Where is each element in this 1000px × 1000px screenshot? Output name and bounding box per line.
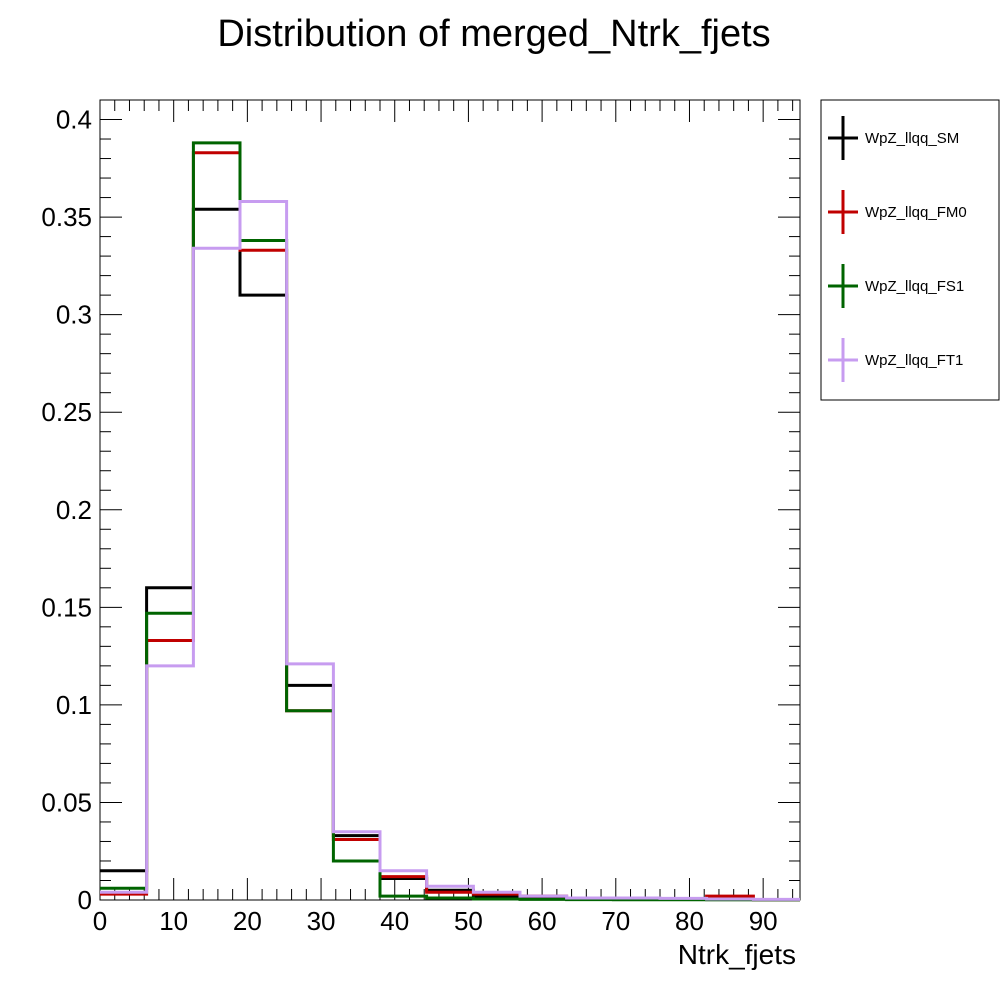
legend-label: WpZ_llqq_SM: [865, 130, 959, 147]
series-line-WpZ_llqq_FT1: [100, 200, 800, 901]
legend-item: WpZ_llqq_FT1: [828, 338, 963, 382]
histogram-series: [100, 141, 800, 902]
axis-tick-labels: 0 10 20 30 40 50 60 70 80 90 0 0.05 0.1 0.15 0.2 0.25 0.…: [41, 105, 777, 936]
legend-label: WpZ_llqq_FT1: [865, 352, 963, 369]
x-tick-label: 60: [528, 906, 557, 936]
x-tick-label: 20: [233, 906, 262, 936]
legend: WpZ_llqq_SM WpZ_llqq_FM0 WpZ_llqq_FS1 WpZ_l…: [820, 99, 1000, 401]
legend-item: WpZ_llqq_SM: [828, 116, 959, 160]
series-line-WpZ_llqq_SM: [100, 207, 800, 902]
y-tick-label: 0.2: [56, 495, 92, 525]
axis-ticks: [99, 99, 800, 901]
y-tick-label: 0.1: [56, 690, 92, 720]
y-tick-label: 0.05: [41, 787, 92, 817]
y-tick-label: 0.35: [41, 202, 92, 232]
legend-item: WpZ_llqq_FS1: [828, 264, 964, 308]
y-tick-label: 0: [78, 885, 92, 915]
y-tick-label: 0.25: [41, 397, 92, 427]
legend-label: WpZ_llqq_FS1: [865, 278, 964, 295]
series-line-WpZ_llqq_FM0: [100, 151, 800, 902]
x-tick-label: 40: [380, 906, 409, 936]
legend-item: WpZ_llqq_FM0: [828, 190, 967, 234]
y-tick-label: 0.15: [41, 592, 92, 622]
x-tick-label: 80: [675, 906, 704, 936]
x-tick-label: 0: [93, 906, 107, 936]
legend-label: WpZ_llqq_FM0: [865, 204, 967, 221]
series-line-WpZ_llqq_FS1: [100, 141, 800, 902]
plot-frame: [99, 99, 801, 901]
x-tick-label: 50: [454, 906, 483, 936]
x-tick-label: 70: [601, 906, 630, 936]
x-tick-label: 90: [749, 906, 778, 936]
legend-frame: [820, 99, 1000, 401]
chart-title: Distribution of merged_Ntrk_fjets: [217, 13, 770, 55]
x-axis-label: Ntrk_fjets: [678, 939, 796, 970]
y-tick-label: 0.4: [56, 105, 92, 135]
y-tick-label: 0.3: [56, 300, 92, 330]
x-tick-label: 10: [159, 906, 188, 936]
x-tick-label: 30: [307, 906, 336, 936]
legend-items: WpZ_llqq_SM WpZ_llqq_FM0 WpZ_llqq_FS1 WpZ_l…: [828, 116, 967, 382]
